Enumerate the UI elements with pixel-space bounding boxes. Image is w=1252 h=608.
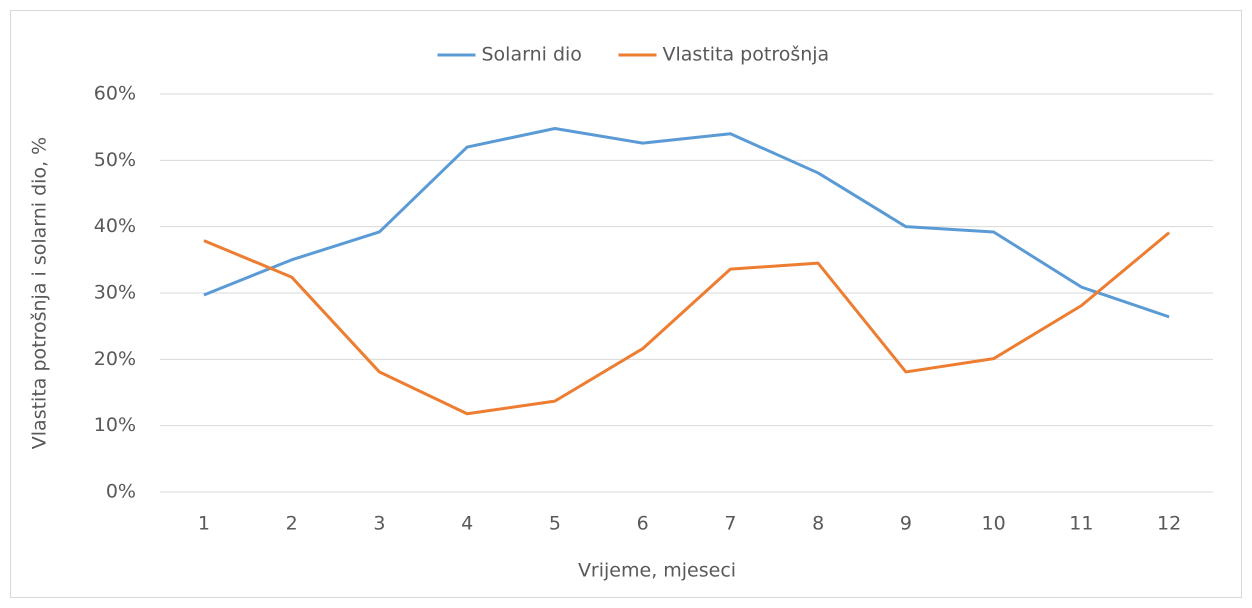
line-series — [203, 231, 1171, 416]
x-tick-label: 10 — [982, 513, 1006, 535]
x-tick-label: 7 — [724, 513, 736, 535]
chart-border — [10, 10, 1242, 598]
legend-label: Solarni dio — [482, 44, 582, 66]
y-axis-title: Vlastita potrošnja i solarni dio, % — [29, 137, 51, 449]
x-tick-label: 1 — [198, 513, 210, 535]
x-tick-label: 4 — [461, 513, 473, 535]
x-tick-label: 9 — [900, 513, 912, 535]
y-tick-label: 0% — [106, 481, 136, 503]
x-tick-label: 6 — [637, 513, 649, 535]
x-tick-label: 5 — [549, 513, 561, 535]
x-tick-label: 8 — [812, 513, 824, 535]
y-tick-label: 30% — [94, 282, 136, 304]
legend-label: Vlastita potrošnja — [663, 44, 830, 66]
y-tick-label: 40% — [94, 215, 136, 237]
y-tick-label: 50% — [94, 149, 136, 171]
x-axis-title: Vrijeme, mjeseci — [578, 560, 736, 582]
x-tick-label: 12 — [1157, 513, 1181, 535]
y-tick-label: 60% — [94, 83, 136, 105]
line-series — [203, 126, 1170, 319]
y-tick-label: 20% — [94, 348, 136, 370]
y-tick-label: 10% — [94, 414, 136, 436]
x-tick-label: 11 — [1069, 513, 1093, 535]
x-tick-label: 3 — [373, 513, 385, 535]
x-tick-label: 2 — [286, 513, 298, 535]
